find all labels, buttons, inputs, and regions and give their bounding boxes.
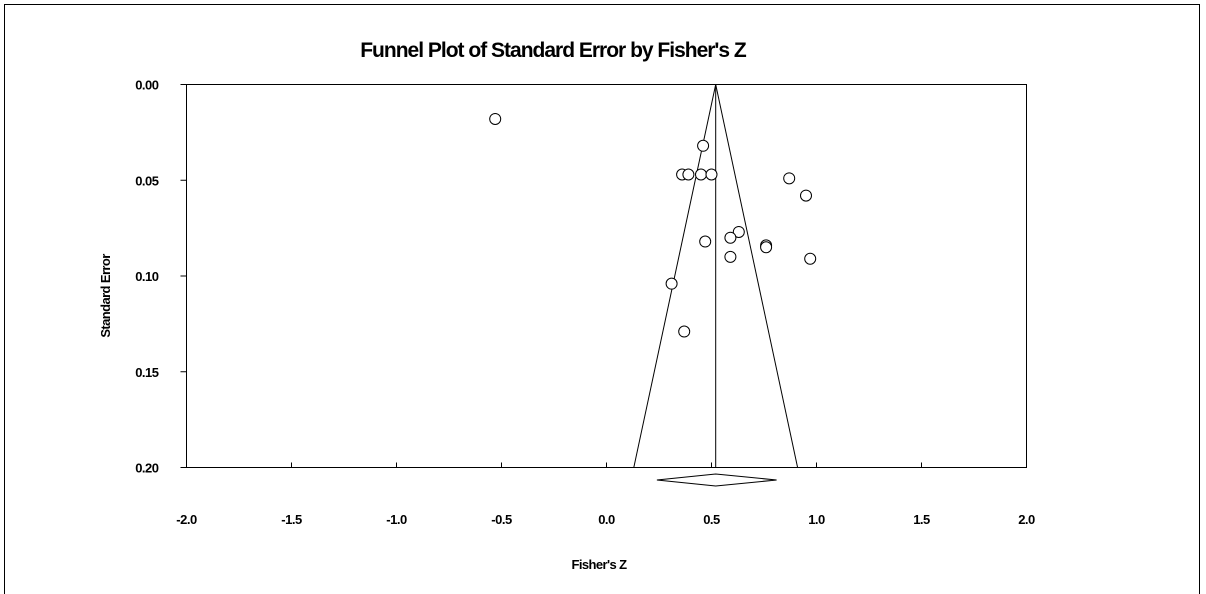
study-point	[695, 168, 707, 181]
summary-diamond	[656, 473, 777, 487]
chart-title: Funnel Plot of Standard Error by Fisher'…	[360, 39, 747, 62]
study-point	[804, 252, 817, 265]
study-point	[724, 231, 737, 244]
y-tick-label: 0.00	[135, 78, 159, 93]
study-point	[783, 172, 796, 185]
y-tick-label: 0.20	[135, 461, 159, 476]
study-point	[697, 139, 710, 152]
study-point	[800, 189, 812, 202]
study-point	[665, 277, 678, 290]
x-axis: -2.0 -1.5 -1.0 -0.5 0.0 0.5 1.0 1.5 2.0	[176, 462, 1036, 527]
study-point	[724, 250, 737, 263]
study-point	[678, 325, 691, 338]
y-tick-label: 0.10	[135, 269, 159, 284]
x-tick-label: 1.0	[808, 512, 825, 527]
plot-area	[186, 84, 1027, 468]
x-tick-label: 0.0	[598, 512, 615, 527]
study-point	[732, 225, 745, 238]
x-tick-label: 1.5	[913, 512, 930, 527]
x-tick-label: -0.5	[491, 512, 512, 527]
study-point	[705, 168, 718, 181]
y-axis: 0.00 0.05 0.10 0.15 0.20	[135, 78, 187, 476]
y-axis-label: Standard Error	[98, 254, 113, 338]
study-point	[489, 112, 502, 125]
study-point	[760, 241, 773, 254]
x-tick-label: 2.0	[1018, 512, 1035, 527]
x-tick-label: -1.0	[386, 512, 407, 527]
funnel-lines	[633, 84, 799, 468]
summary-diamond-group	[656, 473, 777, 487]
funnel-right-line	[715, 84, 799, 468]
y-tick-label: 0.15	[135, 365, 159, 380]
x-tick-label: 0.5	[703, 512, 720, 527]
study-point	[682, 168, 695, 181]
study-point	[699, 235, 712, 248]
y-tick-label: 0.05	[135, 173, 159, 188]
study-points	[489, 112, 817, 338]
x-tick-label: -2.0	[176, 512, 197, 527]
x-axis-label: Fisher's Z	[572, 557, 628, 572]
x-tick-label: -1.5	[281, 512, 302, 527]
